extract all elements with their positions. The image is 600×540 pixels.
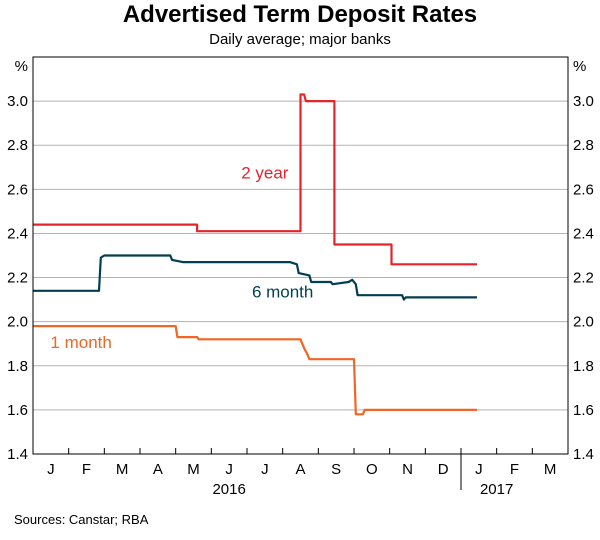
x-tick-label: A (153, 461, 163, 478)
y-tick-label-left: 1.4 (7, 446, 28, 463)
chart-subtitle: Daily average; major banks (209, 31, 391, 48)
y-tick-label-right: 3.0 (573, 93, 594, 110)
series-label-1-month: 1 month (50, 333, 111, 352)
x-tick-label: F (82, 461, 91, 478)
y-tick-label-left: 2.6 (7, 181, 28, 198)
y-tick-label-left: 2.0 (7, 314, 28, 331)
y-tick-label-right: 2.4 (573, 225, 594, 242)
plot-frame (32, 56, 569, 455)
y-tick-label-left: 2.4 (7, 225, 28, 242)
series-line-2-year (33, 93, 477, 266)
x-tick-label: J (261, 461, 269, 478)
y-tick-label-left: 2.8 (7, 137, 28, 154)
x-tick-label: F (510, 461, 519, 478)
series-line-6-month (33, 254, 477, 301)
series-line-1-month (33, 325, 477, 416)
x-tick-label: M (544, 461, 557, 478)
source-note: Sources: Canstar; RBA (14, 512, 149, 527)
x-tick-label: S (331, 461, 341, 478)
year-label: 2016 (212, 481, 245, 498)
chart-title: Advertised Term Deposit Rates (122, 1, 478, 28)
y-unit-right: % (573, 58, 586, 75)
y-unit-left: % (15, 58, 28, 75)
y-tick-label-left: 3.0 (7, 93, 28, 110)
x-tick-label: M (187, 461, 200, 478)
x-tick-label: A (295, 461, 305, 478)
series-label-6-month: 6 month (252, 282, 313, 301)
x-tick-label: M (116, 461, 129, 478)
y-tick-label-left: 1.8 (7, 358, 28, 375)
x-tick-label: O (366, 461, 378, 478)
x-tick-label: J (47, 461, 55, 478)
y-tick-label-right: 2.6 (573, 181, 594, 198)
y-tick-label-right: 1.8 (573, 358, 594, 375)
y-tick-label-right: 1.6 (573, 402, 594, 419)
x-tick-label: J (225, 461, 233, 478)
y-tick-label-left: 1.6 (7, 402, 28, 419)
x-tick-label: D (438, 461, 449, 478)
x-tick-label: N (402, 461, 413, 478)
series-label-2-year: 2 year (241, 163, 289, 182)
year-label: 2017 (480, 481, 513, 498)
y-tick-label-left: 2.2 (7, 270, 28, 287)
y-tick-label-right: 2.8 (573, 137, 594, 154)
y-tick-label-right: 2.0 (573, 314, 594, 331)
x-tick-label: J (475, 461, 483, 478)
y-tick-label-right: 1.4 (573, 446, 594, 463)
y-tick-label-right: 2.2 (573, 270, 594, 287)
